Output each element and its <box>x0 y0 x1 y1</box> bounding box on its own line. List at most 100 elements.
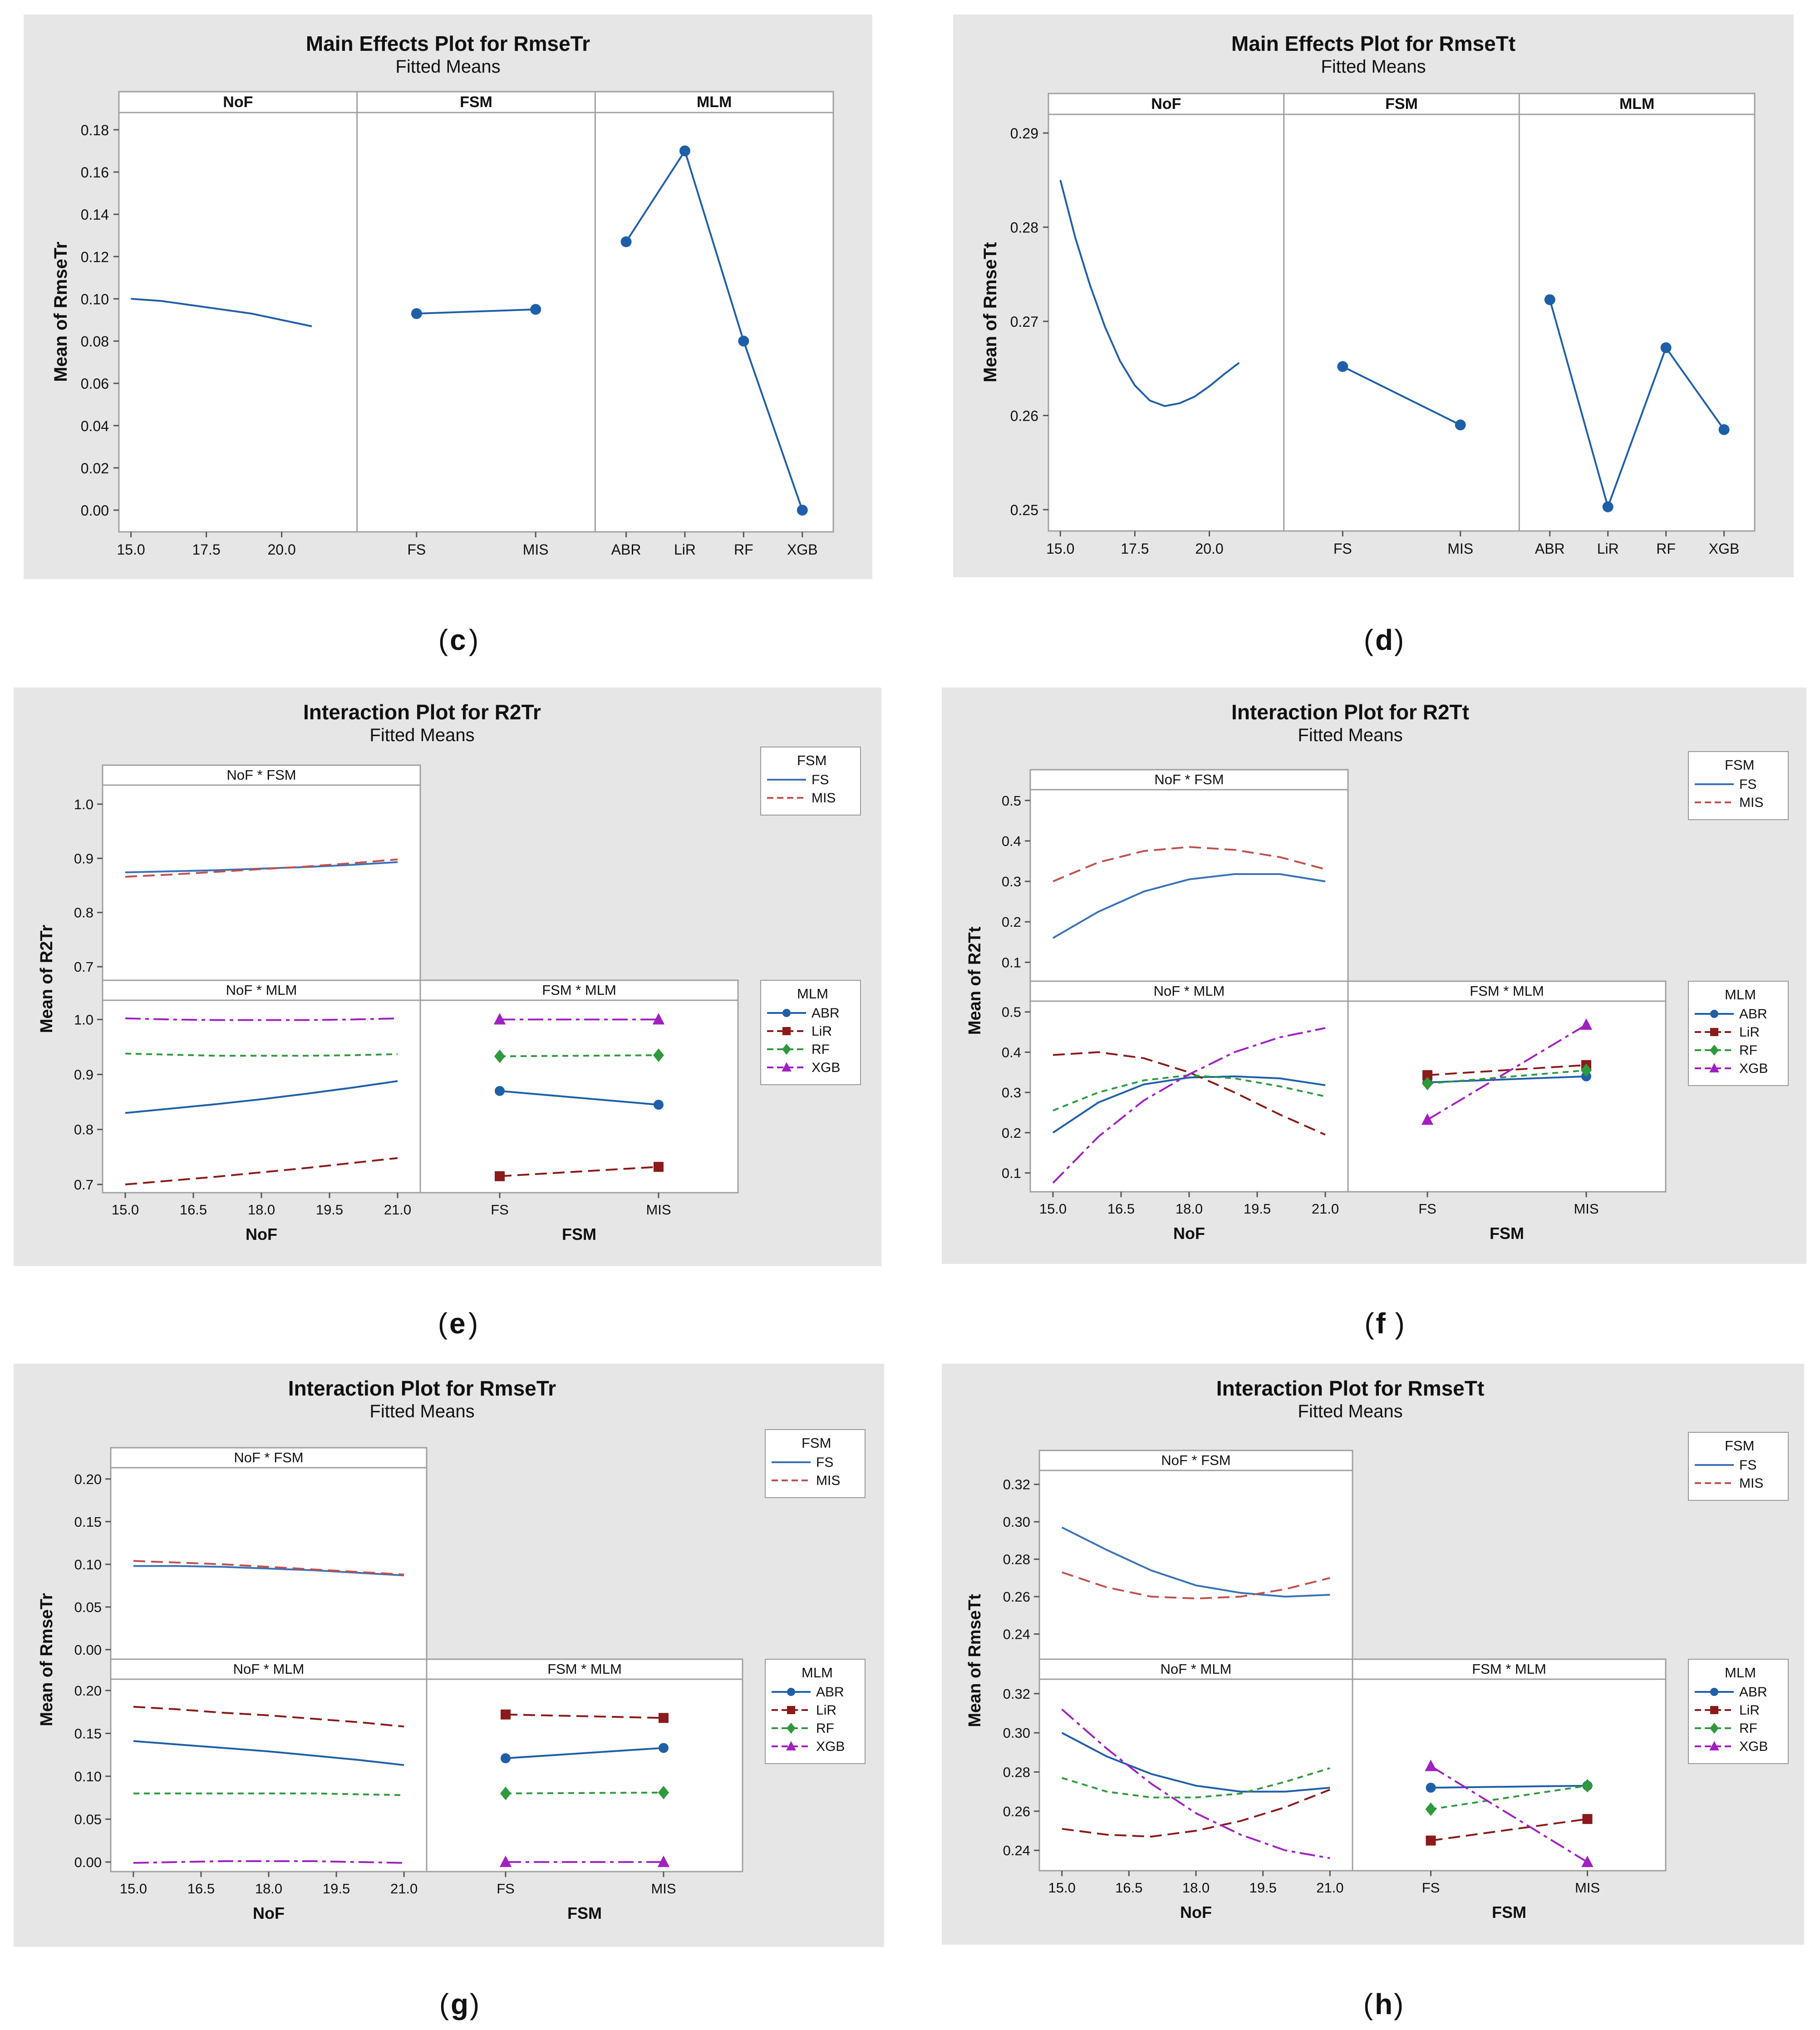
series-line-abr <box>125 1080 398 1114</box>
series-marker-lir <box>501 1709 511 1720</box>
x-tick-label: MIS <box>1447 541 1473 557</box>
mean-point <box>411 308 422 319</box>
x-axis-title: NoF <box>1173 1224 1205 1243</box>
y-tick-label: 0.24 <box>1003 1843 1030 1858</box>
series-line-rf <box>505 1791 664 1794</box>
series-marker-rf <box>494 1049 506 1063</box>
y-tick-label: 0.00 <box>74 1854 102 1870</box>
chart-title: Main Effects Plot for RmseTr <box>306 32 590 55</box>
series-line-fs <box>1061 1526 1330 1598</box>
y-tick-label: 0.12 <box>81 249 109 265</box>
panel-caption: e <box>449 1307 466 1340</box>
main-effect-curve <box>1059 180 1240 407</box>
series-line-abr <box>133 1740 404 1766</box>
subplot-frame <box>1029 980 1349 1193</box>
series-marker-xgb <box>1580 1018 1593 1030</box>
x-axis-title: NoF <box>253 1904 285 1922</box>
series-line-fs <box>1052 873 1326 939</box>
panel-caption: f <box>1376 1307 1386 1340</box>
subplot-title: NoF * FSM <box>1154 772 1224 787</box>
x-tick-label: 15.0 <box>1039 1201 1067 1217</box>
chart-subtitle: Fitted Means <box>1298 725 1402 745</box>
main-effect-line <box>625 148 803 511</box>
x-tick-label: 21.0 <box>390 1881 418 1897</box>
series-marker-abr <box>495 1086 505 1096</box>
series-marker-rf <box>653 1048 664 1062</box>
series-line-rf <box>1431 1784 1588 1810</box>
series-marker-lir <box>1422 1070 1432 1080</box>
series-line-xgb <box>1061 1708 1330 1859</box>
series-marker-xgb <box>652 1013 665 1025</box>
legend-box <box>765 1429 866 1498</box>
y-axis-label: Mean of RmseTr <box>51 242 71 382</box>
subplot-title: NoF * MLM <box>1161 1661 1232 1677</box>
x-tick-label: LiR <box>1597 541 1619 557</box>
chart-subtitle: Fitted Means <box>395 57 500 77</box>
x-tick-label: 19.5 <box>316 1202 343 1218</box>
legend-item-label: LiR <box>812 1024 832 1039</box>
legend-marker <box>787 1688 795 1696</box>
y-tick-label: 0.29 <box>1010 125 1038 142</box>
legend-marker <box>782 1009 791 1017</box>
legend-item-label: LiR <box>1739 1703 1760 1718</box>
series-line-lir <box>133 1706 404 1728</box>
legend-item-label: XGB <box>812 1060 840 1075</box>
caption-open: ( <box>438 624 448 656</box>
series-line-abr <box>1061 1732 1330 1793</box>
x-axis-title: FSM <box>1490 1224 1524 1243</box>
y-tick-label: 0.1 <box>1002 1165 1021 1181</box>
x-tick-label: 21.0 <box>1312 1201 1339 1217</box>
x-tick-label: 16.5 <box>1115 1880 1142 1896</box>
subplot-frame <box>110 1658 428 1873</box>
legend-title: MLM <box>1725 987 1756 1003</box>
mean-point <box>797 505 808 516</box>
caption-open: ( <box>438 1307 448 1340</box>
x-tick-label: MIS <box>1574 1201 1599 1217</box>
y-tick-label: 0.10 <box>74 1557 102 1573</box>
subplot-frame <box>102 764 421 981</box>
series-line-fs <box>133 1565 404 1577</box>
series-line-xgb <box>1430 1765 1588 1863</box>
y-axis-label: Mean of R2Tt <box>965 926 984 1035</box>
x-tick-label: MIS <box>523 541 549 558</box>
series-marker-xgb <box>499 1855 512 1867</box>
caption-close: ) <box>470 1988 479 2020</box>
y-tick-label: 1.0 <box>74 1012 93 1027</box>
series-marker-xgb <box>1425 1760 1437 1771</box>
x-tick-label: MIS <box>646 1202 671 1218</box>
series-line-mis <box>1053 846 1326 882</box>
legend-item-label: MIS <box>1739 1476 1763 1491</box>
legend-item-label: RF <box>1739 1043 1757 1058</box>
series-line-lir <box>1062 1789 1331 1838</box>
chart-title: Main Effects Plot for RmseTt <box>1231 32 1515 55</box>
panel-caption: d <box>1375 624 1393 656</box>
caption-open: ( <box>1363 1988 1373 2020</box>
subplot-title: NoF * FSM <box>226 767 296 783</box>
legend-item-label: FS <box>812 772 829 787</box>
x-tick-label: 18.0 <box>1176 1201 1203 1217</box>
y-tick-label: 0.5 <box>1002 1004 1021 1020</box>
y-tick-label: 0.7 <box>74 1177 93 1193</box>
y-tick-label: 0.16 <box>81 164 109 181</box>
x-tick-label: RF <box>734 541 753 558</box>
y-tick-label: 0.26 <box>1003 1589 1030 1605</box>
panel-caption: c <box>450 624 466 656</box>
y-tick-label: 0.04 <box>81 418 109 434</box>
x-axis-title: FSM <box>1492 1903 1526 1922</box>
x-tick-label: FS <box>407 541 426 558</box>
legend-item-label: RF <box>816 1721 834 1736</box>
legend-item-label: FS <box>1739 777 1756 792</box>
y-tick-label: 0.30 <box>1003 1514 1030 1530</box>
series-marker-lir <box>1426 1835 1436 1846</box>
y-tick-label: 0.8 <box>74 905 93 921</box>
y-tick-label: 1.0 <box>74 796 93 812</box>
x-tick-label: 15.0 <box>1048 1880 1076 1896</box>
caption-close: ) <box>468 1307 478 1340</box>
y-tick-label: 0.25 <box>1010 502 1038 518</box>
y-axis-label: Mean of RmseTt <box>980 242 1000 383</box>
series-marker-rf <box>658 1785 669 1799</box>
mean-point <box>1337 361 1348 372</box>
